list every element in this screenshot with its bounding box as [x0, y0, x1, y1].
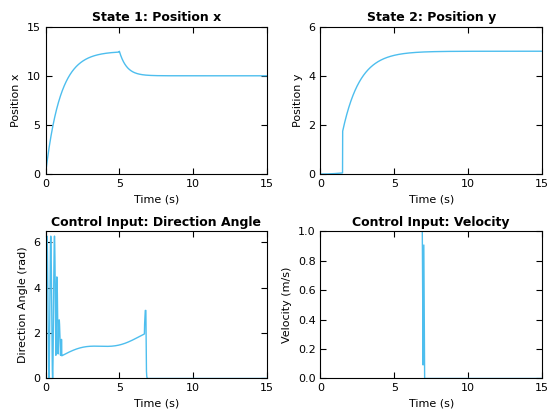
X-axis label: Time (s): Time (s)	[134, 194, 179, 205]
Y-axis label: Velocity (m/s): Velocity (m/s)	[282, 267, 292, 343]
Title: State 1: Position x: State 1: Position x	[92, 11, 221, 24]
X-axis label: Time (s): Time (s)	[409, 399, 454, 409]
Y-axis label: Position x: Position x	[11, 74, 21, 127]
Y-axis label: Position y: Position y	[293, 74, 303, 127]
X-axis label: Time (s): Time (s)	[134, 399, 179, 409]
Title: Control Input: Direction Angle: Control Input: Direction Angle	[52, 215, 262, 228]
X-axis label: Time (s): Time (s)	[409, 194, 454, 205]
Y-axis label: Direction Angle (rad): Direction Angle (rad)	[18, 247, 28, 363]
Title: Control Input: Velocity: Control Input: Velocity	[352, 215, 510, 228]
Title: State 2: Position y: State 2: Position y	[367, 11, 496, 24]
